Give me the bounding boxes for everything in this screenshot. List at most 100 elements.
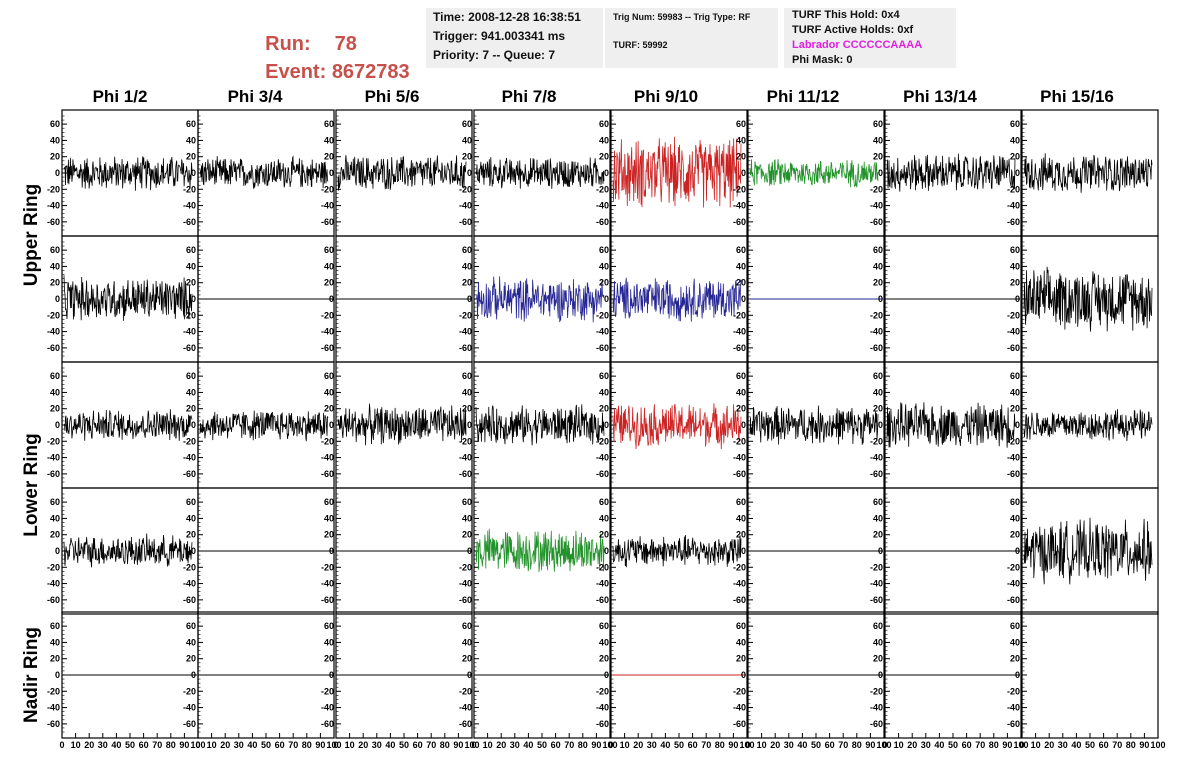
y-tick-label: 40 [736, 135, 746, 145]
y-tick-label: -20 [183, 686, 196, 696]
waveform-panel: 60 40 20 0 -20 -40 -60 [1007, 235, 1159, 363]
x-tick-label: 80 [440, 740, 450, 750]
x-tick-label: 100 [1150, 740, 1165, 750]
y-tick-label: 60 [1010, 371, 1020, 381]
x-tick-label: 100 [876, 740, 891, 750]
y-tick-label: -60 [870, 719, 883, 729]
turf-this-hold: TURF This Hold: 0x4 [792, 9, 900, 21]
y-tick-label: 20 [324, 404, 334, 414]
y-tick-label: -40 [321, 579, 334, 589]
y-tick-label: 0 [604, 670, 609, 680]
waveform-panel: 60 40 20 0 -20 -40 -60 [733, 611, 885, 739]
x-tick-label: 20 [770, 740, 780, 750]
event-line: Event: 8672783 [254, 38, 410, 84]
y-tick-label: 0 [329, 546, 334, 556]
x-tick-label: 80 [302, 740, 312, 750]
y-tick-label: -20 [870, 562, 883, 572]
y-tick-label: 60 [599, 245, 609, 255]
waveform-panel: 60 40 20 0 -20 -40 -60 [321, 611, 473, 739]
y-tick-label: 40 [1010, 513, 1020, 523]
x-tick-label: 30 [647, 740, 657, 750]
y-tick-label: -60 [733, 595, 746, 605]
column-header: Phi 13/14 [903, 87, 977, 106]
event-value: 8672783 [331, 61, 410, 83]
waveform-trace [886, 153, 1016, 192]
x-tick-label: 50 [261, 740, 271, 750]
y-tick-label: -20 [1007, 184, 1020, 194]
y-tick-label: 40 [462, 387, 472, 397]
y-tick-label: 60 [599, 621, 609, 631]
y-tick-label: 40 [324, 387, 334, 397]
y-tick-label: 20 [1010, 654, 1020, 664]
y-tick-label: -20 [321, 184, 334, 194]
y-tick-label: 20 [599, 404, 609, 414]
y-tick-label: 40 [462, 135, 472, 145]
y-tick-label: 60 [462, 621, 472, 631]
x-tick-label: 30 [784, 740, 794, 750]
y-tick-label: 20 [462, 530, 472, 540]
y-tick-label: 20 [736, 278, 746, 288]
y-tick-label: 20 [1010, 152, 1020, 162]
y-tick-label: 0 [329, 420, 334, 430]
y-tick-label: -60 [596, 719, 609, 729]
y-tick-label: -40 [321, 703, 334, 713]
y-tick-label: 40 [736, 387, 746, 397]
x-tick-label: 80 [1126, 740, 1136, 750]
y-tick-label: 60 [1010, 621, 1020, 631]
run-value: 78 [334, 33, 357, 55]
y-tick-label: 60 [1010, 245, 1020, 255]
y-tick-label: 40 [736, 637, 746, 647]
y-tick-label: 60 [186, 119, 196, 129]
y-tick-label: -20 [47, 562, 60, 572]
y-tick-label: -40 [47, 327, 60, 337]
x-tick-label: 80 [166, 740, 176, 750]
y-tick-label: -20 [321, 686, 334, 696]
waveform-trace [475, 528, 605, 573]
event-label: Event: [265, 61, 327, 83]
y-tick-label: 40 [324, 261, 334, 271]
waveform-trace [63, 275, 193, 321]
y-tick-label: 40 [324, 513, 334, 523]
waveform-panel: 60 40 20 0 -20 -40 -60 [183, 109, 335, 237]
waveform-panel: 60 40 20 0 -20 -40 -60 [596, 611, 748, 739]
y-tick-label: 40 [873, 261, 883, 271]
y-tick-label: -60 [596, 595, 609, 605]
y-tick-label: 40 [324, 637, 334, 647]
y-tick-label: -20 [183, 310, 196, 320]
y-tick-label: -40 [1007, 579, 1020, 589]
y-tick-label: 40 [873, 637, 883, 647]
x-tick-label: 70 [426, 740, 436, 750]
x-tick-label: 40 [660, 740, 670, 750]
y-tick-label: -20 [596, 562, 609, 572]
y-tick-label: -60 [321, 469, 334, 479]
y-tick-label: 60 [599, 371, 609, 381]
waveform-trace [612, 136, 742, 208]
waveform-panel: 60 40 20 0 -20 -40 -60 [321, 361, 473, 489]
y-tick-label: 40 [736, 261, 746, 271]
y-tick-label: -40 [47, 703, 60, 713]
x-tick-label: 80 [852, 740, 862, 750]
y-tick-label: 0 [191, 420, 196, 430]
x-tick-label: 20 [220, 740, 230, 750]
y-tick-label: 60 [736, 245, 746, 255]
y-tick-label: 60 [50, 119, 60, 129]
waveform-trace [612, 277, 742, 322]
y-tick-label: -40 [733, 201, 746, 211]
y-tick-label: 0 [604, 546, 609, 556]
y-tick-label: 60 [50, 497, 60, 507]
y-tick-label: 0 [55, 670, 60, 680]
waveform-panel: 60 40 20 0 -20 -40 -60 [321, 487, 473, 615]
y-tick-label: -40 [459, 201, 472, 211]
y-tick-label: 60 [1010, 497, 1020, 507]
y-tick-label: 20 [462, 654, 472, 664]
waveform-panel: 60 40 20 0 -20 -40 -60 [183, 235, 335, 363]
x-tick-label: 20 [633, 740, 643, 750]
x-tick-label: 30 [510, 740, 520, 750]
y-tick-label: 60 [736, 119, 746, 129]
x-tick-label: 60 [825, 740, 835, 750]
waveform-panel: 60 40 20 0 -20 -40 -60 [596, 361, 748, 489]
waveform-trace [63, 156, 193, 191]
y-tick-label: 40 [186, 135, 196, 145]
y-tick-label: 0 [191, 546, 196, 556]
waveform-panel: 60 40 20 0 -20 -40 -60 [733, 235, 885, 363]
